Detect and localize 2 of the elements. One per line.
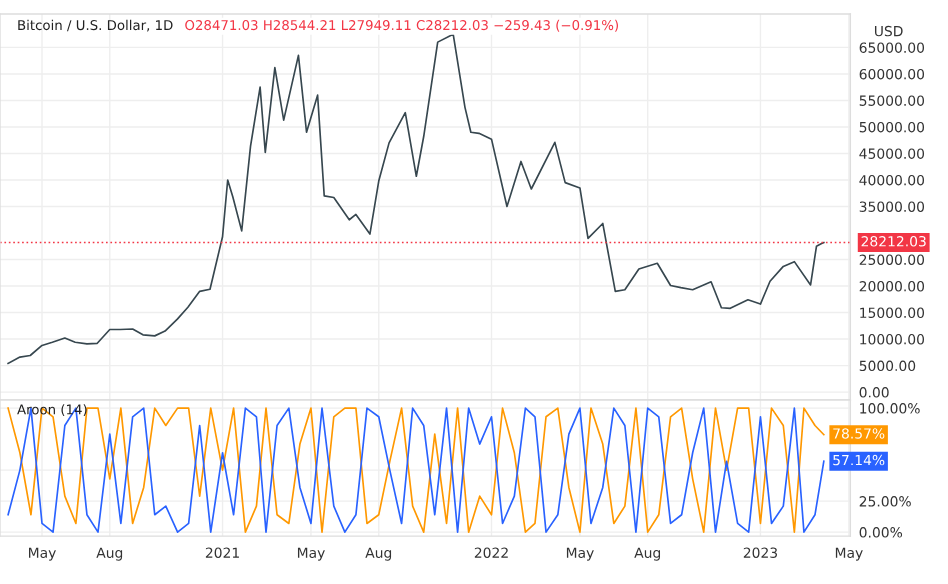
line-series <box>7 33 825 365</box>
line-series <box>7 407 825 533</box>
